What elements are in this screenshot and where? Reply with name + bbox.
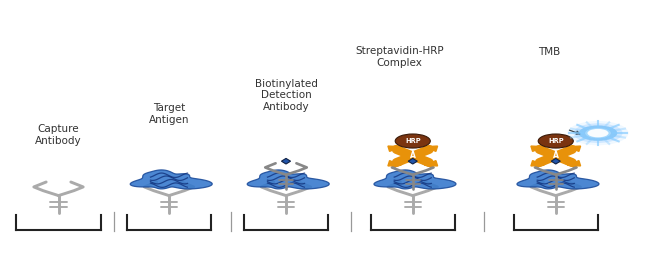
Polygon shape: [567, 161, 580, 166]
Polygon shape: [388, 146, 401, 151]
Polygon shape: [567, 146, 580, 151]
Text: Biotinylated
Detection
Antibody: Biotinylated Detection Antibody: [255, 79, 317, 112]
Polygon shape: [517, 170, 599, 189]
Text: Streptavidin-HRP
Complex: Streptavidin-HRP Complex: [356, 46, 444, 68]
Polygon shape: [281, 158, 291, 164]
Text: TMB: TMB: [538, 47, 560, 57]
Text: Target
Antigen: Target Antigen: [149, 103, 189, 125]
Polygon shape: [424, 146, 437, 151]
Polygon shape: [130, 170, 213, 189]
Polygon shape: [247, 170, 330, 189]
Circle shape: [538, 134, 573, 148]
Polygon shape: [424, 161, 437, 166]
Polygon shape: [531, 161, 544, 166]
Circle shape: [578, 125, 618, 141]
Text: Capture
Antibody: Capture Antibody: [35, 124, 82, 146]
Text: A: A: [552, 152, 559, 160]
Polygon shape: [408, 158, 417, 164]
Circle shape: [573, 123, 623, 143]
Circle shape: [395, 134, 430, 148]
Polygon shape: [374, 170, 456, 189]
Circle shape: [567, 121, 629, 145]
Circle shape: [585, 128, 611, 138]
Text: HRP: HRP: [405, 138, 421, 144]
Polygon shape: [531, 146, 544, 151]
Text: HRP: HRP: [548, 138, 564, 144]
Polygon shape: [388, 161, 401, 166]
Text: A: A: [410, 152, 416, 160]
Circle shape: [588, 129, 608, 137]
Polygon shape: [551, 158, 560, 164]
